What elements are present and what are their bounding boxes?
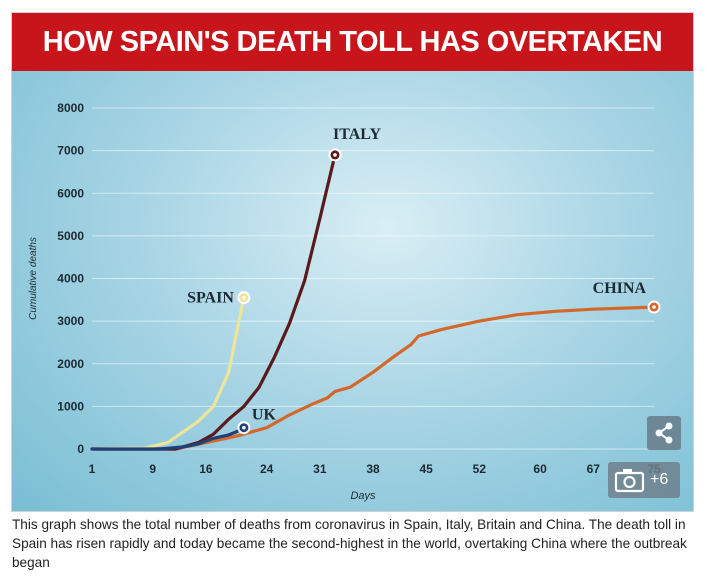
series-end-marker-dot — [333, 153, 337, 157]
y-tick-label: 7000 — [57, 144, 84, 158]
series-end-marker-dot — [652, 305, 656, 309]
camera-icon — [614, 469, 645, 493]
x-tick-label: 67 — [587, 462, 601, 476]
y-tick-label: 3000 — [57, 314, 84, 328]
series-label: CHINA — [593, 280, 647, 297]
line-chart: 0 1000 2000 3000 4000 5000 6000 7000 8000 1 9 16 24 3… — [28, 101, 661, 502]
gallery-count: +6 — [650, 471, 669, 488]
x-tick-label: 45 — [419, 462, 433, 476]
y-tick-label: 0 — [77, 442, 84, 456]
x-tick-label: 1 — [89, 462, 96, 476]
x-tick-label: 16 — [199, 462, 213, 476]
x-tick-label: 24 — [260, 462, 274, 476]
chart-title: HOW SPAIN'S DEATH TOLL HAS OVERTAKEN CHI… — [12, 13, 693, 116]
series-end-marker-dot — [242, 425, 246, 430]
chart-caption: This graph shows the total number of dea… — [12, 517, 687, 570]
series-label: SPAIN — [187, 290, 234, 307]
series-label: UK — [252, 407, 277, 424]
plot-background — [12, 71, 693, 511]
y-tick-label: 8000 — [57, 101, 84, 115]
y-tick-label: 6000 — [57, 186, 84, 200]
y-tick-label: 5000 — [57, 229, 84, 243]
x-tick-label: 38 — [366, 462, 380, 476]
series-line-spain — [90, 296, 246, 451]
gallery-button[interactable]: +6 — [608, 462, 680, 498]
series-line-uk — [90, 426, 246, 451]
x-tick-label: 52 — [473, 462, 487, 476]
y-tick-label: 2000 — [57, 357, 84, 371]
series-end-marker-dot — [242, 295, 246, 300]
y-tick-label: 1000 — [57, 399, 84, 413]
series-label: ITALY — [333, 126, 381, 143]
x-axis-label: Days — [350, 490, 376, 502]
chart-frame: HOW SPAIN'S DEATH TOLL HAS OVERTAKEN CHI… — [11, 12, 694, 512]
x-tick-label: 31 — [313, 462, 327, 476]
share-icon — [655, 422, 673, 444]
y-tick-label: 4000 — [57, 272, 84, 286]
series-line-china — [90, 305, 656, 451]
share-button[interactable] — [647, 416, 681, 450]
x-tick-label: 60 — [533, 462, 547, 476]
y-axis-label: Cumulative deaths — [28, 237, 39, 320]
x-tick-label: 9 — [149, 462, 156, 476]
